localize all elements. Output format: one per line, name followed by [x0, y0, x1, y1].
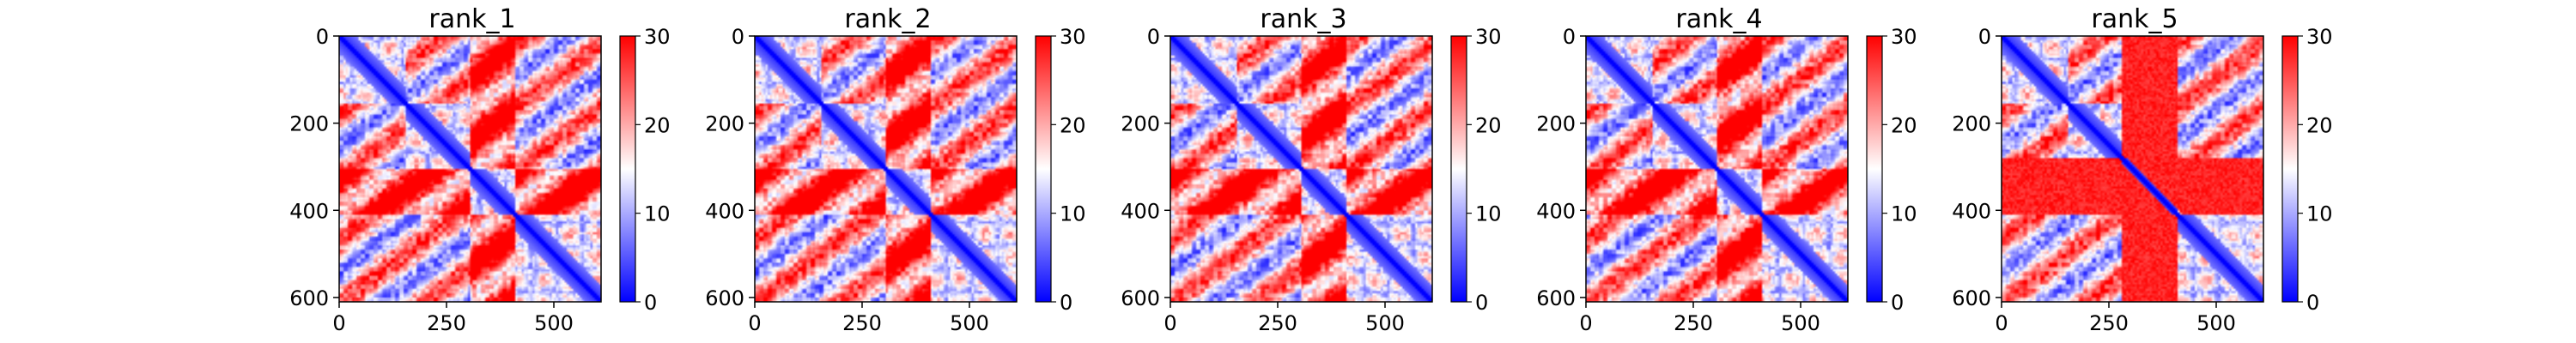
colorbar-tick-label: 30: [1475, 25, 1502, 49]
y-tick-label: 0: [1563, 25, 1576, 49]
x-tick-label: 500: [534, 311, 574, 335]
colorbar-tick-label: 0: [1060, 291, 1072, 315]
heatmap: [754, 35, 1018, 303]
y-tick-label: 0: [316, 25, 329, 49]
x-tick-label: 500: [1365, 311, 1405, 335]
colorbar-tick-label: 30: [2306, 25, 2333, 49]
y-tick-label: 400: [1952, 199, 1991, 223]
panel-title: rank_1: [428, 4, 515, 34]
x-tick-label: 500: [950, 311, 989, 335]
colorbar-tick-label: 10: [1475, 202, 1502, 226]
y-tick-label: 200: [1536, 112, 1576, 136]
x-tick-label: 500: [1781, 311, 1820, 335]
y-tick-label: 600: [705, 286, 744, 310]
colorbar-gradient: [2281, 35, 2299, 303]
colorbar-tick-label: 10: [644, 202, 671, 226]
heatmap-image: [339, 36, 601, 302]
heatmap: [2001, 35, 2264, 303]
axis-ticks: 0 250 500 0 200 400 600: [289, 25, 574, 335]
colorbar: 0 10 20 30: [2281, 25, 2333, 315]
panel-rank-3: rank_3 0 250 500 0 200 400 600 0 10 20 30: [1121, 4, 1501, 335]
colorbar-gradient: [1450, 35, 1467, 303]
colorbar-gradient: [1035, 35, 1052, 303]
y-tick-label: 400: [705, 199, 744, 223]
axes-frame: [1585, 35, 1849, 303]
heatmap: [338, 35, 602, 303]
colorbar: 0 10 20 30: [1035, 25, 1086, 315]
x-tick-label: 0: [1163, 311, 1176, 335]
panel-title: rank_3: [1260, 4, 1346, 34]
heatmap: [1585, 35, 1849, 303]
colorbar-tick-label: 20: [1060, 113, 1086, 137]
panel-title: rank_2: [844, 4, 931, 34]
colorbar-tick-label: 0: [1891, 291, 1904, 315]
heatmap-image: [755, 36, 1017, 302]
x-tick-label: 250: [1258, 311, 1297, 335]
panel-rank-5: rank_5 0 250 500 0 200 400 600 0 10 20 30: [1952, 4, 2332, 335]
y-tick-label: 0: [1147, 25, 1160, 49]
axis-ticks: 0 250 500 0 200 400 600: [1952, 25, 2236, 335]
colorbar-tick-label: 20: [2306, 113, 2333, 137]
x-tick-label: 250: [427, 311, 466, 335]
x-tick-label: 250: [1674, 311, 1713, 335]
y-tick-label: 0: [1978, 25, 1991, 49]
heatmap-image: [1586, 36, 1848, 302]
y-tick-label: 600: [1952, 286, 1991, 310]
axes-frame: [754, 35, 1018, 303]
y-tick-label: 600: [1121, 286, 1160, 310]
axes-frame: [1170, 35, 1433, 303]
colorbar-tick-label: 0: [644, 291, 657, 315]
colorbar: 0 10 20 30: [619, 25, 671, 315]
colorbar-tick-label: 20: [1475, 113, 1502, 137]
axis-ticks: 0 250 500 0 200 400 600: [705, 25, 989, 335]
y-tick-label: 600: [289, 286, 329, 310]
colorbar-tick-label: 30: [1891, 25, 1917, 49]
y-tick-label: 400: [1121, 199, 1160, 223]
colorbar-tick-label: 0: [1475, 291, 1488, 315]
y-tick-label: 400: [1536, 199, 1576, 223]
y-tick-label: 200: [1952, 112, 1991, 136]
y-tick-label: 200: [1121, 112, 1160, 136]
y-tick-label: 200: [705, 112, 744, 136]
heatmap-image: [1170, 36, 1432, 302]
panel-rank-4: rank_4 0 250 500 0 200 400 600 0 10 20 30: [1536, 4, 1917, 335]
x-tick-label: 0: [1579, 311, 1592, 335]
colorbar-tick-label: 10: [1060, 202, 1086, 226]
x-tick-label: 0: [1995, 311, 2008, 335]
x-tick-label: 0: [748, 311, 761, 335]
axes-frame: [338, 35, 602, 303]
panel-title: rank_4: [1675, 4, 1762, 34]
axes-frame: [2001, 35, 2264, 303]
panel-title: rank_5: [2091, 4, 2178, 34]
y-tick-label: 0: [732, 25, 744, 49]
x-tick-label: 500: [2196, 311, 2236, 335]
colorbar-gradient: [1866, 35, 1883, 303]
colorbar-tick-label: 0: [2306, 291, 2319, 315]
heatmap: [1170, 35, 1433, 303]
colorbar: 0 10 20 30: [1450, 25, 1502, 315]
y-tick-label: 200: [289, 112, 329, 136]
colorbar-tick-label: 10: [2306, 202, 2333, 226]
panel-rank-2: rank_2 0 250 500 0 200 400 600 0 10 20 30: [705, 4, 1085, 335]
axis-ticks: 0 250 500 0 200 400 600: [1536, 25, 1820, 335]
colorbar-gradient: [619, 35, 636, 303]
y-tick-label: 600: [1536, 286, 1576, 310]
colorbar-tick-label: 30: [644, 25, 671, 49]
heatmap-image: [2002, 36, 2263, 302]
axis-ticks: 0 250 500 0 200 400 600: [1121, 25, 1405, 335]
colorbar: 0 10 20 30: [1866, 25, 1917, 315]
x-tick-label: 250: [2089, 311, 2129, 335]
colorbar-tick-label: 20: [1891, 113, 1917, 137]
colorbar-tick-label: 30: [1060, 25, 1086, 49]
colorbar-tick-label: 20: [644, 113, 671, 137]
x-tick-label: 0: [332, 311, 345, 335]
y-tick-label: 400: [289, 199, 329, 223]
colorbar-tick-label: 10: [1891, 202, 1917, 226]
panel-rank-1: rank_1 0 250 500 0 200 400 600 0 10 20 30: [289, 4, 670, 335]
x-tick-label: 250: [842, 311, 882, 335]
